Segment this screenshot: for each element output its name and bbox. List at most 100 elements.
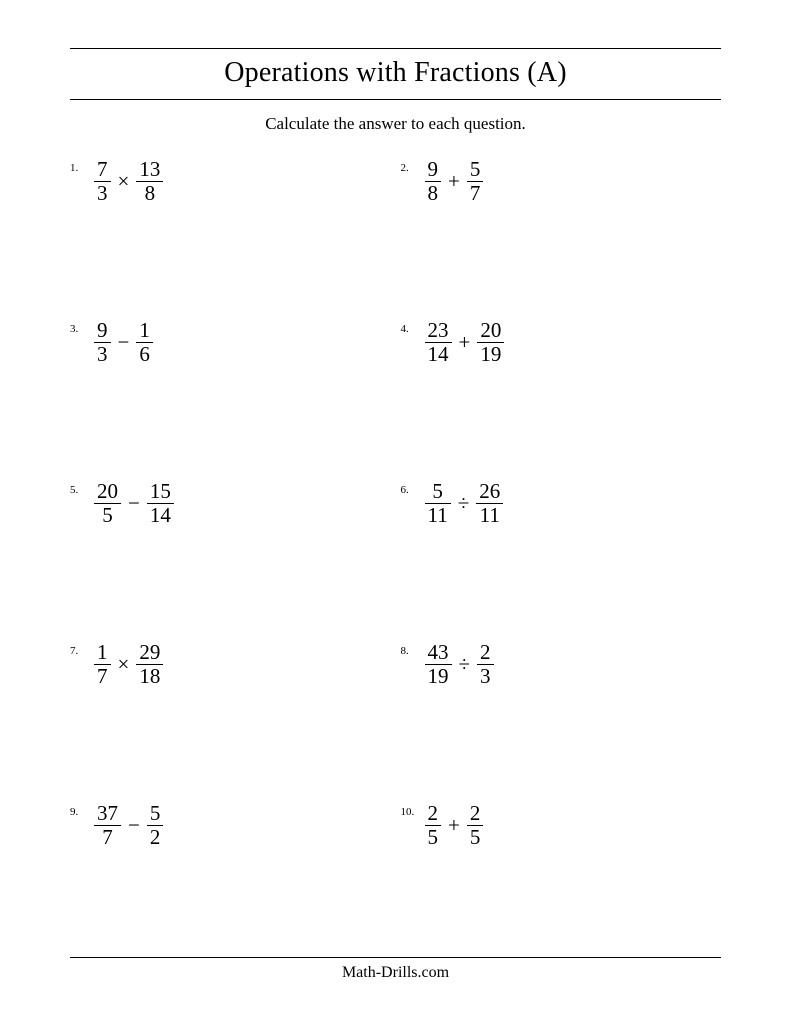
numerator: 20 [94, 480, 121, 503]
numerator: 7 [94, 158, 111, 181]
denominator: 19 [477, 343, 504, 366]
expression: 43 19 ÷ 2 3 [425, 641, 494, 688]
expression: 23 14 + 20 19 [425, 319, 505, 366]
denominator: 8 [425, 182, 442, 205]
fraction-b: 13 8 [136, 158, 163, 205]
denominator: 5 [467, 826, 484, 849]
operator: − [121, 815, 147, 836]
denominator: 3 [94, 343, 111, 366]
operator: − [121, 493, 147, 514]
numerator: 13 [136, 158, 163, 181]
numerator: 2 [477, 641, 494, 664]
denominator: 3 [94, 182, 111, 205]
numerator: 5 [467, 158, 484, 181]
denominator: 7 [99, 826, 116, 849]
denominator: 14 [425, 343, 452, 366]
numerator: 15 [147, 480, 174, 503]
fraction-b: 1 6 [136, 319, 153, 366]
operator: − [111, 332, 137, 353]
worksheet-page: Operations with Fractions (A) Calculate … [70, 48, 721, 982]
problem-number: 8. [401, 641, 425, 657]
numerator: 1 [94, 641, 111, 664]
fraction-a: 9 8 [425, 158, 442, 205]
numerator: 2 [467, 802, 484, 825]
denominator: 19 [425, 665, 452, 688]
expression: 5 11 ÷ 26 11 [425, 480, 504, 527]
numerator: 2 [425, 802, 442, 825]
numerator: 5 [429, 480, 446, 503]
denominator: 11 [425, 504, 451, 527]
denominator: 5 [99, 504, 116, 527]
problem-9: 9. 37 7 − 5 2 [70, 796, 391, 957]
expression: 9 8 + 5 7 [425, 158, 484, 205]
numerator: 29 [136, 641, 163, 664]
problem-number: 1. [70, 158, 94, 174]
numerator: 26 [476, 480, 503, 503]
numerator: 23 [425, 319, 452, 342]
operator: × [111, 654, 137, 675]
fraction-a: 43 19 [425, 641, 452, 688]
fraction-b: 5 2 [147, 802, 164, 849]
expression: 7 3 × 13 8 [94, 158, 163, 205]
numerator: 9 [94, 319, 111, 342]
problem-1: 1. 7 3 × 13 8 [70, 152, 391, 313]
fraction-a: 37 7 [94, 802, 121, 849]
instruction-text: Calculate the answer to each question. [70, 114, 721, 134]
fraction-b: 2 3 [477, 641, 494, 688]
fraction-a: 20 5 [94, 480, 121, 527]
operator: × [111, 171, 137, 192]
fraction-b: 5 7 [467, 158, 484, 205]
denominator: 8 [142, 182, 159, 205]
denominator: 5 [425, 826, 442, 849]
problem-4: 4. 23 14 + 20 19 [401, 313, 722, 474]
denominator: 11 [477, 504, 503, 527]
denominator: 2 [147, 826, 164, 849]
expression: 1 7 × 29 18 [94, 641, 163, 688]
fraction-b: 20 19 [477, 319, 504, 366]
numerator: 20 [477, 319, 504, 342]
fraction-a: 23 14 [425, 319, 452, 366]
expression: 9 3 − 1 6 [94, 319, 153, 366]
problem-number: 7. [70, 641, 94, 657]
operator: + [441, 171, 467, 192]
operator: ÷ [452, 654, 478, 675]
numerator: 5 [147, 802, 164, 825]
expression: 2 5 + 2 5 [425, 802, 484, 849]
title-box: Operations with Fractions (A) [70, 48, 721, 100]
problem-2: 2. 9 8 + 5 7 [401, 152, 722, 313]
fraction-b: 15 14 [147, 480, 174, 527]
denominator: 18 [136, 665, 163, 688]
denominator: 7 [467, 182, 484, 205]
problem-number: 6. [401, 480, 425, 496]
denominator: 7 [94, 665, 111, 688]
problem-number: 2. [401, 158, 425, 174]
problem-number: 5. [70, 480, 94, 496]
problem-5: 5. 20 5 − 15 14 [70, 474, 391, 635]
numerator: 9 [425, 158, 442, 181]
problem-number: 3. [70, 319, 94, 335]
problems-grid: 1. 7 3 × 13 8 2. 9 [70, 152, 721, 957]
operator: + [452, 332, 478, 353]
fraction-a: 7 3 [94, 158, 111, 205]
operator: + [441, 815, 467, 836]
fraction-a: 9 3 [94, 319, 111, 366]
problem-6: 6. 5 11 ÷ 26 11 [401, 474, 722, 635]
numerator: 43 [425, 641, 452, 664]
denominator: 3 [477, 665, 494, 688]
denominator: 14 [147, 504, 174, 527]
fraction-b: 26 11 [476, 480, 503, 527]
fraction-a: 1 7 [94, 641, 111, 688]
problem-number: 4. [401, 319, 425, 335]
problem-8: 8. 43 19 ÷ 2 3 [401, 635, 722, 796]
problem-7: 7. 1 7 × 29 18 [70, 635, 391, 796]
fraction-b: 29 18 [136, 641, 163, 688]
footer-text: Math-Drills.com [70, 957, 721, 982]
problem-10: 10. 2 5 + 2 5 [401, 796, 722, 957]
operator: ÷ [451, 493, 477, 514]
denominator: 6 [136, 343, 153, 366]
fraction-b: 2 5 [467, 802, 484, 849]
expression: 20 5 − 15 14 [94, 480, 174, 527]
expression: 37 7 − 5 2 [94, 802, 163, 849]
fraction-a: 2 5 [425, 802, 442, 849]
problem-number: 9. [70, 802, 94, 818]
